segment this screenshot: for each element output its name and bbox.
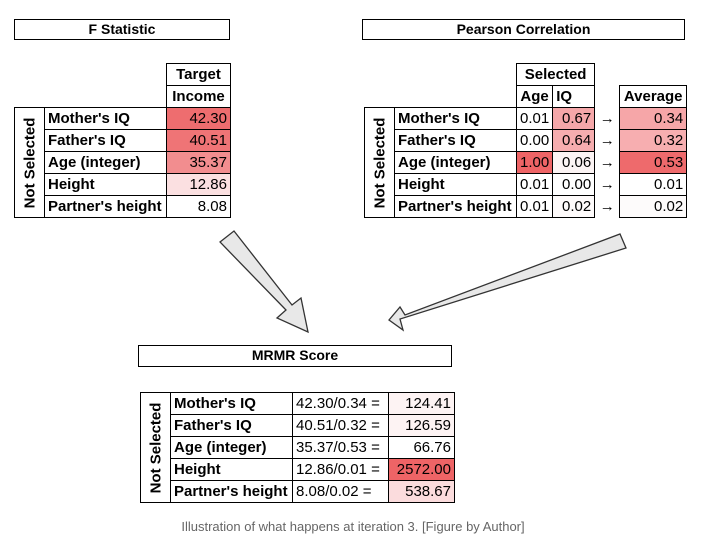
f-statistic-title: F Statistic xyxy=(14,19,230,40)
f-value: 12.86 xyxy=(166,173,231,196)
age-corr-value: 0.01 xyxy=(515,173,554,196)
table-row: Age (integer) 35.37/0.53 = 66.76 xyxy=(141,436,455,459)
formula-text: 12.86/0.01 = xyxy=(292,458,389,481)
table-row: Father's IQ 40.51 xyxy=(15,129,231,152)
table-row: Father's IQ 0.00 0.64 → 0.32 xyxy=(365,129,688,152)
average-value: 0.02 xyxy=(619,195,688,218)
mrmr-score-title: MRMR Score xyxy=(138,345,452,367)
f-statistic-table: Target Income Not Selected Mother's IQ 4… xyxy=(14,63,231,218)
right-arrow-icon: → xyxy=(599,132,615,149)
formula-text: 40.51/0.32 = xyxy=(292,414,389,437)
table-row: Not Selected Mother's IQ 42.30 xyxy=(14,107,231,218)
iq-corr-value: 0.06 xyxy=(552,151,596,174)
age-corr-value: 0.01 xyxy=(515,107,554,130)
table-row: Not Selected Mother's IQ 42.30/0.34 = 12… xyxy=(140,392,455,503)
row-label: Height xyxy=(394,173,517,196)
table-row: Height 12.86/0.01 = 2572.00 xyxy=(141,458,455,481)
iq-corr-value: 0.64 xyxy=(552,129,596,152)
table-row: Partner's height 8.08/0.02 = 538.67 xyxy=(141,480,455,503)
right-arrow-icon: → xyxy=(599,176,615,193)
mrmr-value: 124.41 xyxy=(388,392,455,415)
left-down-arrow-icon xyxy=(219,230,309,334)
mrmr-value: 66.76 xyxy=(388,436,455,459)
table-row: Height 12.86 xyxy=(15,173,231,196)
table-row: Partner's height 8.08 xyxy=(15,195,231,218)
average-value: 0.01 xyxy=(619,173,688,196)
figure-caption: Illustration of what happens at iteratio… xyxy=(181,519,525,534)
average-value: 0.34 xyxy=(619,107,688,130)
row-label: Partner's height xyxy=(170,480,293,503)
iq-header: IQ xyxy=(552,85,596,108)
age-corr-value: 1.00 xyxy=(515,151,554,174)
mrmr-score-table: Not Selected Mother's IQ 42.30/0.34 = 12… xyxy=(140,392,455,503)
row-label: Father's IQ xyxy=(170,414,293,437)
iq-corr-value: 0.02 xyxy=(552,195,596,218)
table-row: Height 0.01 0.00 → 0.01 xyxy=(365,173,688,196)
right-arrow-icon: → xyxy=(599,198,615,215)
age-corr-value: 0.01 xyxy=(515,195,554,218)
mrmr-value: 538.67 xyxy=(388,480,455,503)
f-value: 8.08 xyxy=(166,195,231,218)
mrmr-value: 2572.00 xyxy=(388,458,455,481)
row-label: Height xyxy=(170,458,293,481)
mrmr-value: 126.59 xyxy=(388,414,455,437)
row-label: Mother's IQ xyxy=(44,107,167,130)
pearson-correlation-table: Selected Age IQ Average Not Selected Mot… xyxy=(364,63,688,218)
formula-text: 35.37/0.53 = xyxy=(292,436,389,459)
table-row: Father's IQ 40.51/0.32 = 126.59 xyxy=(141,414,455,437)
income-header: Income xyxy=(166,85,231,108)
pearson-correlation-title: Pearson Correlation xyxy=(362,19,685,40)
right-arrow-icon: → xyxy=(599,110,615,127)
row-label: Partner's height xyxy=(394,195,517,218)
not-selected-label: Not Selected xyxy=(364,107,395,218)
not-selected-label: Not Selected xyxy=(14,107,45,218)
right-down-arrow-icon xyxy=(388,233,627,332)
row-label: Mother's IQ xyxy=(170,392,293,415)
table-row: Partner's height 0.01 0.02 → 0.02 xyxy=(365,195,688,218)
row-label: Age (integer) xyxy=(170,436,293,459)
not-selected-label: Not Selected xyxy=(140,392,171,503)
row-label: Partner's height xyxy=(44,195,167,218)
row-label: Height xyxy=(44,173,167,196)
formula-text: 8.08/0.02 = xyxy=(292,480,389,503)
right-arrow-icon: → xyxy=(599,154,615,171)
row-label: Age (integer) xyxy=(394,151,517,174)
f-value: 42.30 xyxy=(166,107,231,130)
age-corr-value: 0.00 xyxy=(515,129,554,152)
formula-text: 42.30/0.34 = xyxy=(292,392,389,415)
f-value: 40.51 xyxy=(166,129,231,152)
f-value: 35.37 xyxy=(166,151,231,174)
